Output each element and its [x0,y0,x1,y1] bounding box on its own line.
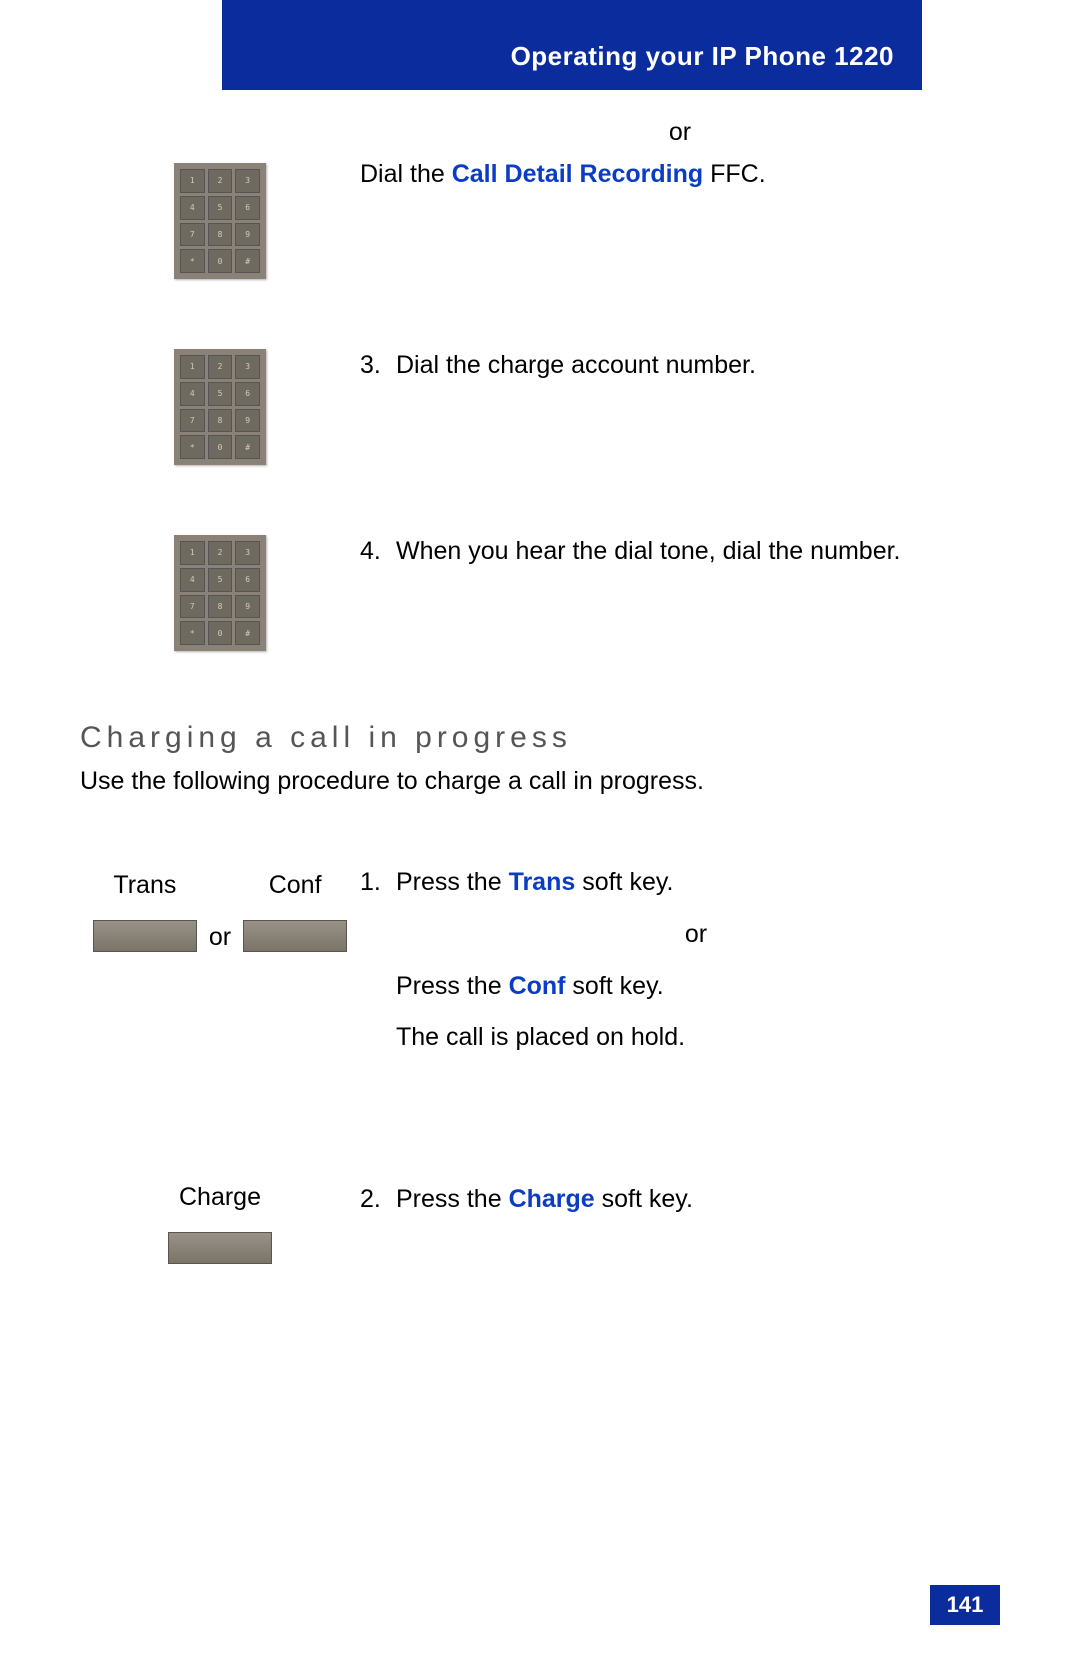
keypad-key: 1 [180,355,205,379]
keypad-key: 8 [208,409,233,433]
section-subtitle: Use the following procedure to charge a … [80,767,1000,796]
keypad-key: * [180,435,205,459]
or-text: or [360,116,1000,150]
header-title: Operating your IP Phone 1220 [511,41,894,72]
step-dial-line: Dial the Call Detail Recording FFC. [360,158,1000,192]
step-number: 3. [360,349,396,383]
step-text: 4.When you hear the dial tone, dial the … [360,535,1000,569]
softkey-label: Charge [179,1183,261,1212]
keypad-key: 2 [208,541,233,565]
line2: Press the Conf soft key. [396,970,996,1004]
keypad-key: 8 [208,223,233,247]
keypad-key: 4 [180,382,205,406]
step-4: 123 456 789 *0# 4.When you hear the dial to… [80,535,1000,651]
keypad-key: # [235,621,260,645]
keypad-key: 9 [235,595,260,619]
keypad-key: 6 [235,382,260,406]
text-prefix: Press the [396,868,509,896]
keypad-key: 1 [180,169,205,193]
step-text: or Dial the Call Detail Recording FFC. [360,108,1000,192]
keypad-key: 5 [208,568,233,592]
link-charge[interactable]: Charge [509,1185,595,1213]
keypad-key: * [180,621,205,645]
step-3: 123 456 789 *0# 3.Dial the charge account n… [80,349,1000,465]
step-text: 2. Press the Charge soft key. [360,1183,1000,1217]
softkey-label: Trans [113,871,176,900]
keypad-key: 0 [208,435,233,459]
softkey-group: Trans or Conf [93,866,347,952]
keypad-key: 7 [180,409,205,433]
keypad-key: 5 [208,382,233,406]
keypad-key: 4 [180,568,205,592]
step-text: 3.Dial the charge account number. [360,349,1000,383]
keypad-key: 8 [208,595,233,619]
keypad-key: 9 [235,409,260,433]
step-dial-ffc: 123 456 789 *0# or Dial the Call Detail Rec… [80,108,1000,279]
header-bar: Operating your IP Phone 1220 [222,0,922,90]
keypad-key: 1 [180,541,205,565]
page-number: 141 [930,1585,1000,1625]
keypad-key: # [235,435,260,459]
or-text: or [396,918,996,952]
link-conf[interactable]: Conf [509,972,566,1000]
keypad-key: 0 [208,621,233,645]
keypad-key: 2 [208,355,233,379]
softkey-col: Trans or Conf [80,866,360,952]
softkey-label: Conf [269,871,322,900]
keypad-key: 7 [180,223,205,247]
keypad-key: 4 [180,196,205,220]
text-prefix: Press the [396,972,509,1000]
keypad-key: 6 [235,568,260,592]
step-number: 2. [360,1183,396,1217]
section-title: Charging a call in progress [80,721,1000,755]
text-prefix: Press the [396,1185,509,1213]
keypad-key: 5 [208,196,233,220]
line3: The call is placed on hold. [396,1021,996,1055]
text-prefix: Dial the [360,160,452,188]
keypad-icon: 123 456 789 *0# [174,349,266,465]
softkey-charge: Charge [168,1183,272,1264]
step-number: 4. [360,535,396,569]
softkey-conf: Conf [243,871,347,952]
keypad-key: # [235,249,260,273]
keypad-key: 3 [235,355,260,379]
text-suffix: soft key. [565,972,663,1000]
keypad-icon: 123 456 789 *0# [174,535,266,651]
link-trans[interactable]: Trans [509,868,576,896]
softkey-button-icon [243,920,347,952]
softkey-button-icon [93,920,197,952]
keypad-key: 0 [208,249,233,273]
softkey-col: Charge [80,1183,360,1264]
text-suffix: soft key. [575,868,673,896]
softkey-or: or [209,871,231,952]
text-suffix: soft key. [595,1185,693,1213]
keypad-icon-col: 123 456 789 *0# [80,535,360,651]
step-body: Press the Trans soft key. or Press the C… [396,866,996,1073]
step-number: 1. [360,866,396,900]
keypad-key: 6 [235,196,260,220]
softkey-button-icon [168,1232,272,1264]
keypad-key: 2 [208,169,233,193]
keypad-key: * [180,249,205,273]
proc-step-1: Trans or Conf 1. Press the Trans soft ke… [80,866,1000,1073]
step-body: Press the Charge soft key. [396,1183,996,1217]
keypad-key: 7 [180,595,205,619]
link-call-detail-recording[interactable]: Call Detail Recording [452,160,703,188]
keypad-icon-col: 123 456 789 *0# [80,108,360,279]
keypad-icon-col: 123 456 789 *0# [80,349,360,465]
keypad-key: 3 [235,169,260,193]
keypad-key: 9 [235,223,260,247]
keypad-icon: 123 456 789 *0# [174,163,266,279]
line1: Press the Trans soft key. [396,866,996,900]
text-suffix: FFC. [703,160,766,188]
proc-step-2: Charge 2. Press the Charge soft key. [80,1183,1000,1264]
keypad-key: 3 [235,541,260,565]
step-body: Dial the charge account number. [396,349,996,383]
page-content: 123456789*0# or Dial the Call Detail Rec… [80,108,1000,1334]
step-text: 1. Press the Trans soft key. or Press th… [360,866,1000,1073]
step-body: When you hear the dial tone, dial the nu… [396,535,996,569]
softkey-trans: Trans [93,871,197,952]
